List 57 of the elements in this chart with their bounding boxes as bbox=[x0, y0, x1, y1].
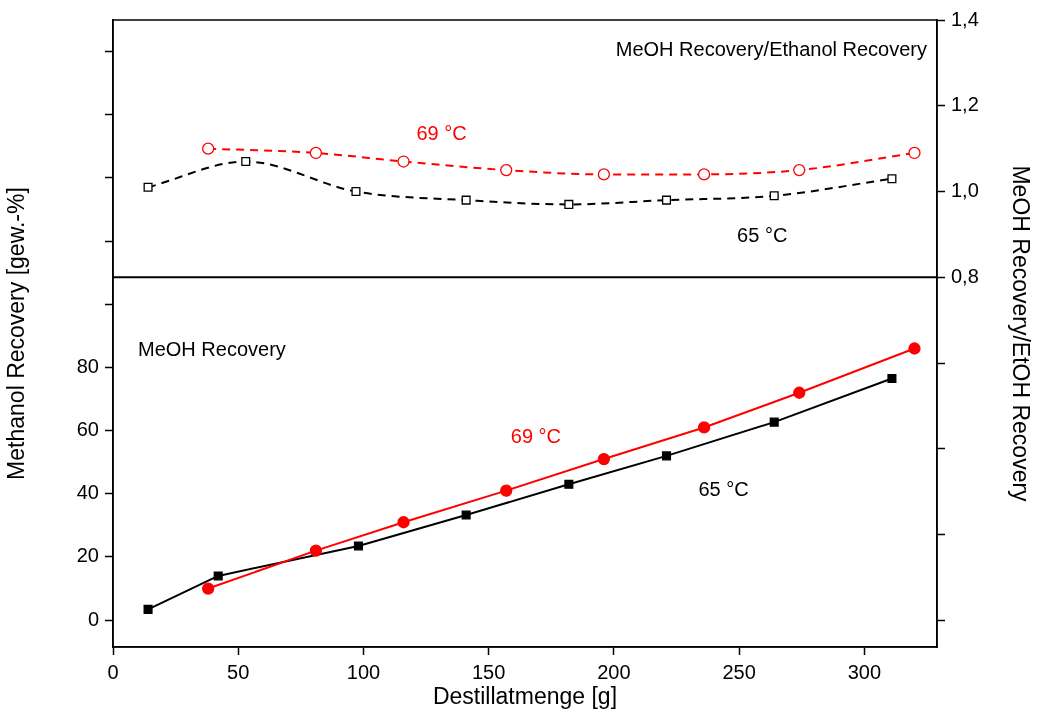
point bbox=[397, 155, 410, 168]
x-tick-label: 300 bbox=[847, 660, 882, 683]
y-tick-label: 60 bbox=[76, 418, 99, 441]
point bbox=[793, 163, 806, 177]
point bbox=[908, 146, 921, 160]
y-tick-label: 40 bbox=[76, 481, 99, 504]
point bbox=[461, 510, 471, 520]
x-tick-label: 0 bbox=[107, 660, 119, 683]
point bbox=[241, 156, 251, 167]
point bbox=[597, 168, 611, 181]
point bbox=[769, 191, 779, 201]
series-label: 69 °C bbox=[510, 425, 562, 448]
annotation: MeOH Recovery bbox=[138, 338, 286, 360]
x-axis-title: Destillatmenge [g] bbox=[432, 682, 618, 709]
x-tick-label: 200 bbox=[597, 660, 631, 683]
y2-axis-title: MeOH Recovery/EtOH Recovery bbox=[1007, 165, 1034, 503]
y2-tick-label: 1,2 bbox=[951, 93, 979, 116]
point bbox=[397, 516, 410, 529]
point bbox=[143, 182, 153, 192]
series-label: 65 °C bbox=[737, 223, 788, 246]
point bbox=[461, 195, 471, 205]
point bbox=[309, 544, 323, 557]
point bbox=[887, 373, 897, 384]
point bbox=[769, 417, 779, 427]
y2-tick-label: 1,0 bbox=[951, 179, 979, 202]
point bbox=[697, 421, 711, 434]
point bbox=[202, 582, 215, 595]
x-tick-label: 250 bbox=[722, 660, 756, 683]
x-tick-label: 100 bbox=[346, 660, 381, 683]
series-label: 65 °C bbox=[698, 477, 749, 500]
point bbox=[353, 541, 363, 551]
point bbox=[564, 199, 574, 209]
x-tick-label: 50 bbox=[227, 660, 250, 683]
y-tick-label: 0 bbox=[87, 607, 99, 630]
point bbox=[793, 386, 806, 399]
point bbox=[597, 452, 611, 466]
point bbox=[908, 342, 921, 355]
point bbox=[661, 451, 672, 461]
y-axis-title: Methanol Recovery [gew.-%] bbox=[3, 187, 30, 480]
x-tick-label: 150 bbox=[472, 660, 506, 683]
y2-tick-label: 1,4 bbox=[951, 7, 979, 30]
series-label: 69 °C bbox=[416, 121, 467, 144]
point bbox=[697, 168, 711, 181]
point bbox=[351, 187, 361, 197]
point bbox=[500, 484, 513, 497]
point bbox=[661, 195, 672, 205]
point bbox=[213, 571, 223, 581]
point bbox=[143, 604, 153, 614]
point bbox=[887, 174, 897, 184]
point bbox=[309, 146, 323, 160]
point bbox=[500, 163, 513, 177]
annotation: MeOH Recovery/Ethanol Recovery bbox=[615, 38, 927, 60]
y-tick-label: 80 bbox=[76, 354, 99, 377]
point bbox=[564, 479, 574, 489]
y-tick-label: 20 bbox=[76, 544, 99, 567]
y2-tick-label: 0,8 bbox=[951, 264, 979, 287]
point bbox=[202, 142, 215, 155]
